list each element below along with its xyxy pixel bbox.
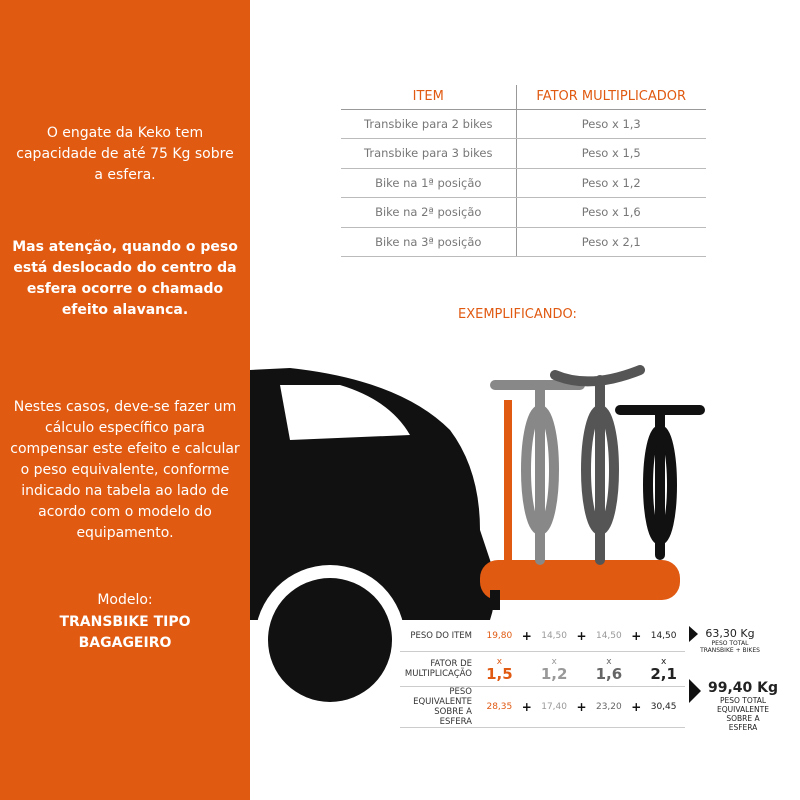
header-item: ITEM [341,85,517,110]
total-weight: 63,30 Kg PESO TOTAL TRANSBIKE + BIKES [700,627,760,654]
model-name: TRANSBIKE TIPO BAGAGEIRO [59,614,191,651]
factor-table: ITEM FATOR MULTIPLICADOR Transbike para 2… [341,85,706,257]
table-row: Bike na 3ª posição Peso x 2,1 [341,227,706,257]
warning-text: Mas atenção, quando o peso está deslocad… [12,239,238,318]
arrow-icon [689,626,698,642]
capacity-text: O engate da Keko tem capacidade de até 7… [16,125,234,183]
total-equivalent-weight: 99,40 Kg PESO TOTAL EQUIVALENTE SOBRE A … [707,680,779,732]
table-row: Transbike para 3 bikes Peso x 1,5 [341,138,706,169]
info-panel: O engate da Keko tem capacidade de até 7… [0,0,250,800]
arrow-icon [689,679,701,703]
calculation-table: PESO DO ITEM 19,80 + 14,50 + 14,50 + 14,50 … [400,621,685,728]
example-title: EXEMPLIFICANDO: [458,307,577,322]
explanation-text: Nestes casos, deve-se fazer um cálculo e… [10,399,240,541]
model-label: Modelo: [97,592,153,608]
table-row: Bike na 2ª posição Peso x 1,6 [341,197,706,228]
header-factor: FATOR MULTIPLICADOR [516,85,706,110]
car-bike-illustration [250,365,705,715]
table-row: Bike na 1ª posição Peso x 1,2 [341,168,706,198]
table-row: Transbike para 2 bikes Peso x 1,3 [341,109,706,139]
